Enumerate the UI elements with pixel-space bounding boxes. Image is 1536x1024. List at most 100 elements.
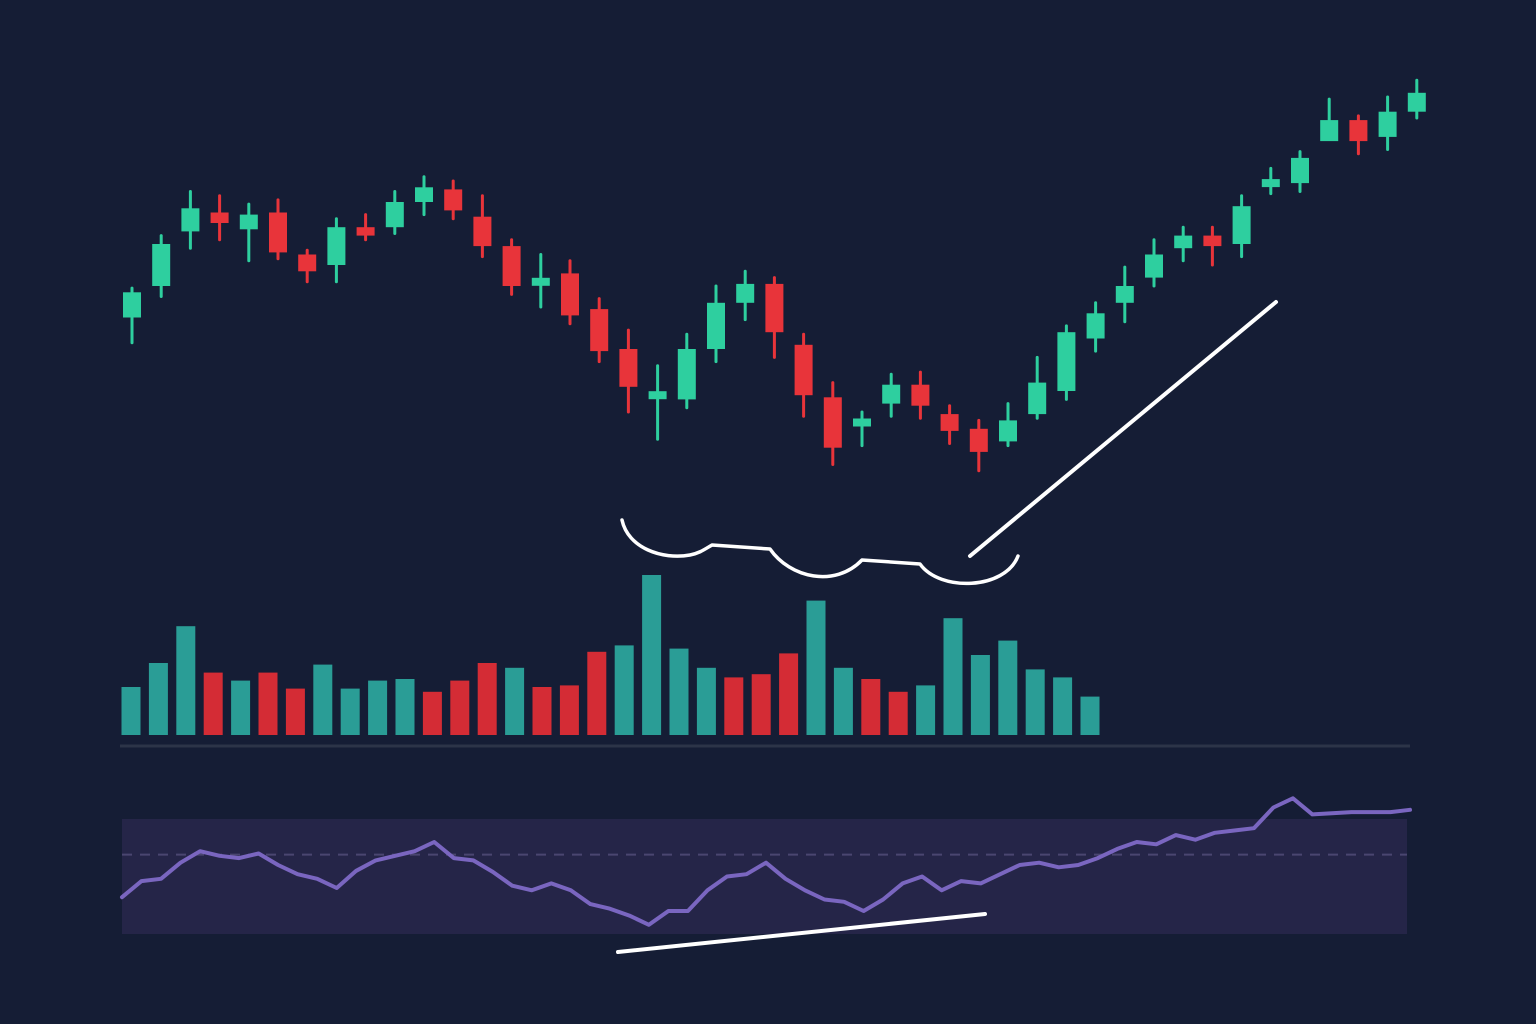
candle (210, 194, 229, 242)
volume-bar (642, 575, 662, 735)
volume-bar (121, 687, 141, 735)
candle-body (1174, 235, 1193, 249)
candle-body (1057, 332, 1076, 391)
volume-bar (1053, 677, 1073, 735)
candle (969, 418, 988, 473)
price-candlestick-panel (123, 78, 1426, 473)
candle-body (999, 420, 1017, 442)
candle-body (1320, 120, 1339, 142)
rsi-divergence-line (616, 912, 987, 954)
candle-body (969, 428, 988, 452)
volume-bar (203, 672, 223, 735)
candle (1086, 301, 1105, 353)
candle-body (473, 216, 492, 247)
volume-bar (943, 618, 963, 735)
volume-bar (587, 651, 607, 735)
candle (1349, 114, 1368, 156)
volume-bar (532, 687, 552, 735)
volume-bar (888, 691, 908, 735)
candle-body (882, 384, 901, 404)
volume-panel (121, 575, 1100, 735)
candle (327, 217, 346, 284)
candle (794, 332, 813, 418)
volume-bar (176, 626, 196, 735)
candle-body (590, 309, 609, 352)
volume-bar (614, 645, 634, 735)
candle-body (648, 391, 667, 400)
volume-bar (477, 663, 497, 735)
candle (298, 248, 317, 284)
candle-body (269, 212, 287, 253)
candle (269, 198, 287, 261)
candle-body (210, 212, 229, 223)
volume-bar (368, 680, 388, 735)
volume-bar (861, 679, 881, 735)
candle (911, 370, 930, 420)
candle-body (444, 189, 463, 211)
candle-body (736, 283, 755, 303)
candle (1232, 194, 1251, 259)
volume-bar (751, 674, 771, 735)
candle (415, 175, 433, 217)
candle-body (1232, 206, 1251, 244)
inverse-head-shoulders-outline (620, 518, 1020, 585)
volume-bar (916, 685, 936, 735)
volume-bar (724, 677, 744, 735)
rsi-oscillator-panel (120, 796, 1412, 934)
candle-body (911, 384, 930, 406)
candle (502, 238, 521, 296)
candle-body (1378, 111, 1397, 137)
candle (385, 190, 404, 235)
volume-bar (313, 664, 333, 735)
candle (239, 202, 258, 263)
candle-body (765, 283, 784, 333)
candle-body (531, 277, 550, 286)
volume-bar (696, 667, 716, 735)
candle (940, 404, 959, 445)
volume-bar (1080, 696, 1100, 735)
candle-body (1349, 120, 1368, 142)
candle (1407, 78, 1426, 120)
candle (677, 332, 696, 410)
candle-body (356, 227, 375, 236)
candle-body (385, 202, 404, 228)
candle-body (1291, 157, 1309, 184)
candle-body (707, 302, 725, 349)
candle (1320, 97, 1339, 142)
uptrend-line (968, 300, 1278, 558)
candle (765, 276, 784, 359)
volume-bar (779, 653, 799, 735)
candle (473, 194, 492, 259)
candle (853, 410, 871, 448)
candle-body (677, 349, 696, 400)
volume-bar (970, 655, 990, 735)
candle-body (1028, 382, 1047, 415)
candle (1203, 225, 1222, 267)
candle-body (561, 273, 579, 316)
volume-bar (806, 600, 826, 735)
candle (444, 179, 463, 221)
rsi-line (120, 796, 1412, 927)
volume-bar (422, 691, 442, 735)
volume-bar (258, 672, 278, 735)
candle-body (940, 414, 959, 431)
candle (882, 372, 901, 418)
candle (531, 253, 550, 309)
volume-bar (559, 685, 579, 735)
candle (648, 364, 667, 441)
candle-body (298, 254, 317, 272)
candle (561, 259, 579, 326)
volume-bar (395, 679, 415, 735)
volume-bar (833, 667, 853, 735)
candle-body (239, 214, 258, 230)
candle (823, 381, 842, 466)
volume-bar (340, 688, 360, 735)
candle-body (1203, 235, 1222, 247)
candle (619, 328, 638, 414)
candle (1145, 238, 1163, 288)
candle-body (619, 349, 638, 387)
pattern-annotations (616, 300, 1278, 954)
candle (1028, 355, 1047, 420)
candle (1261, 166, 1280, 196)
candle (1291, 150, 1309, 193)
